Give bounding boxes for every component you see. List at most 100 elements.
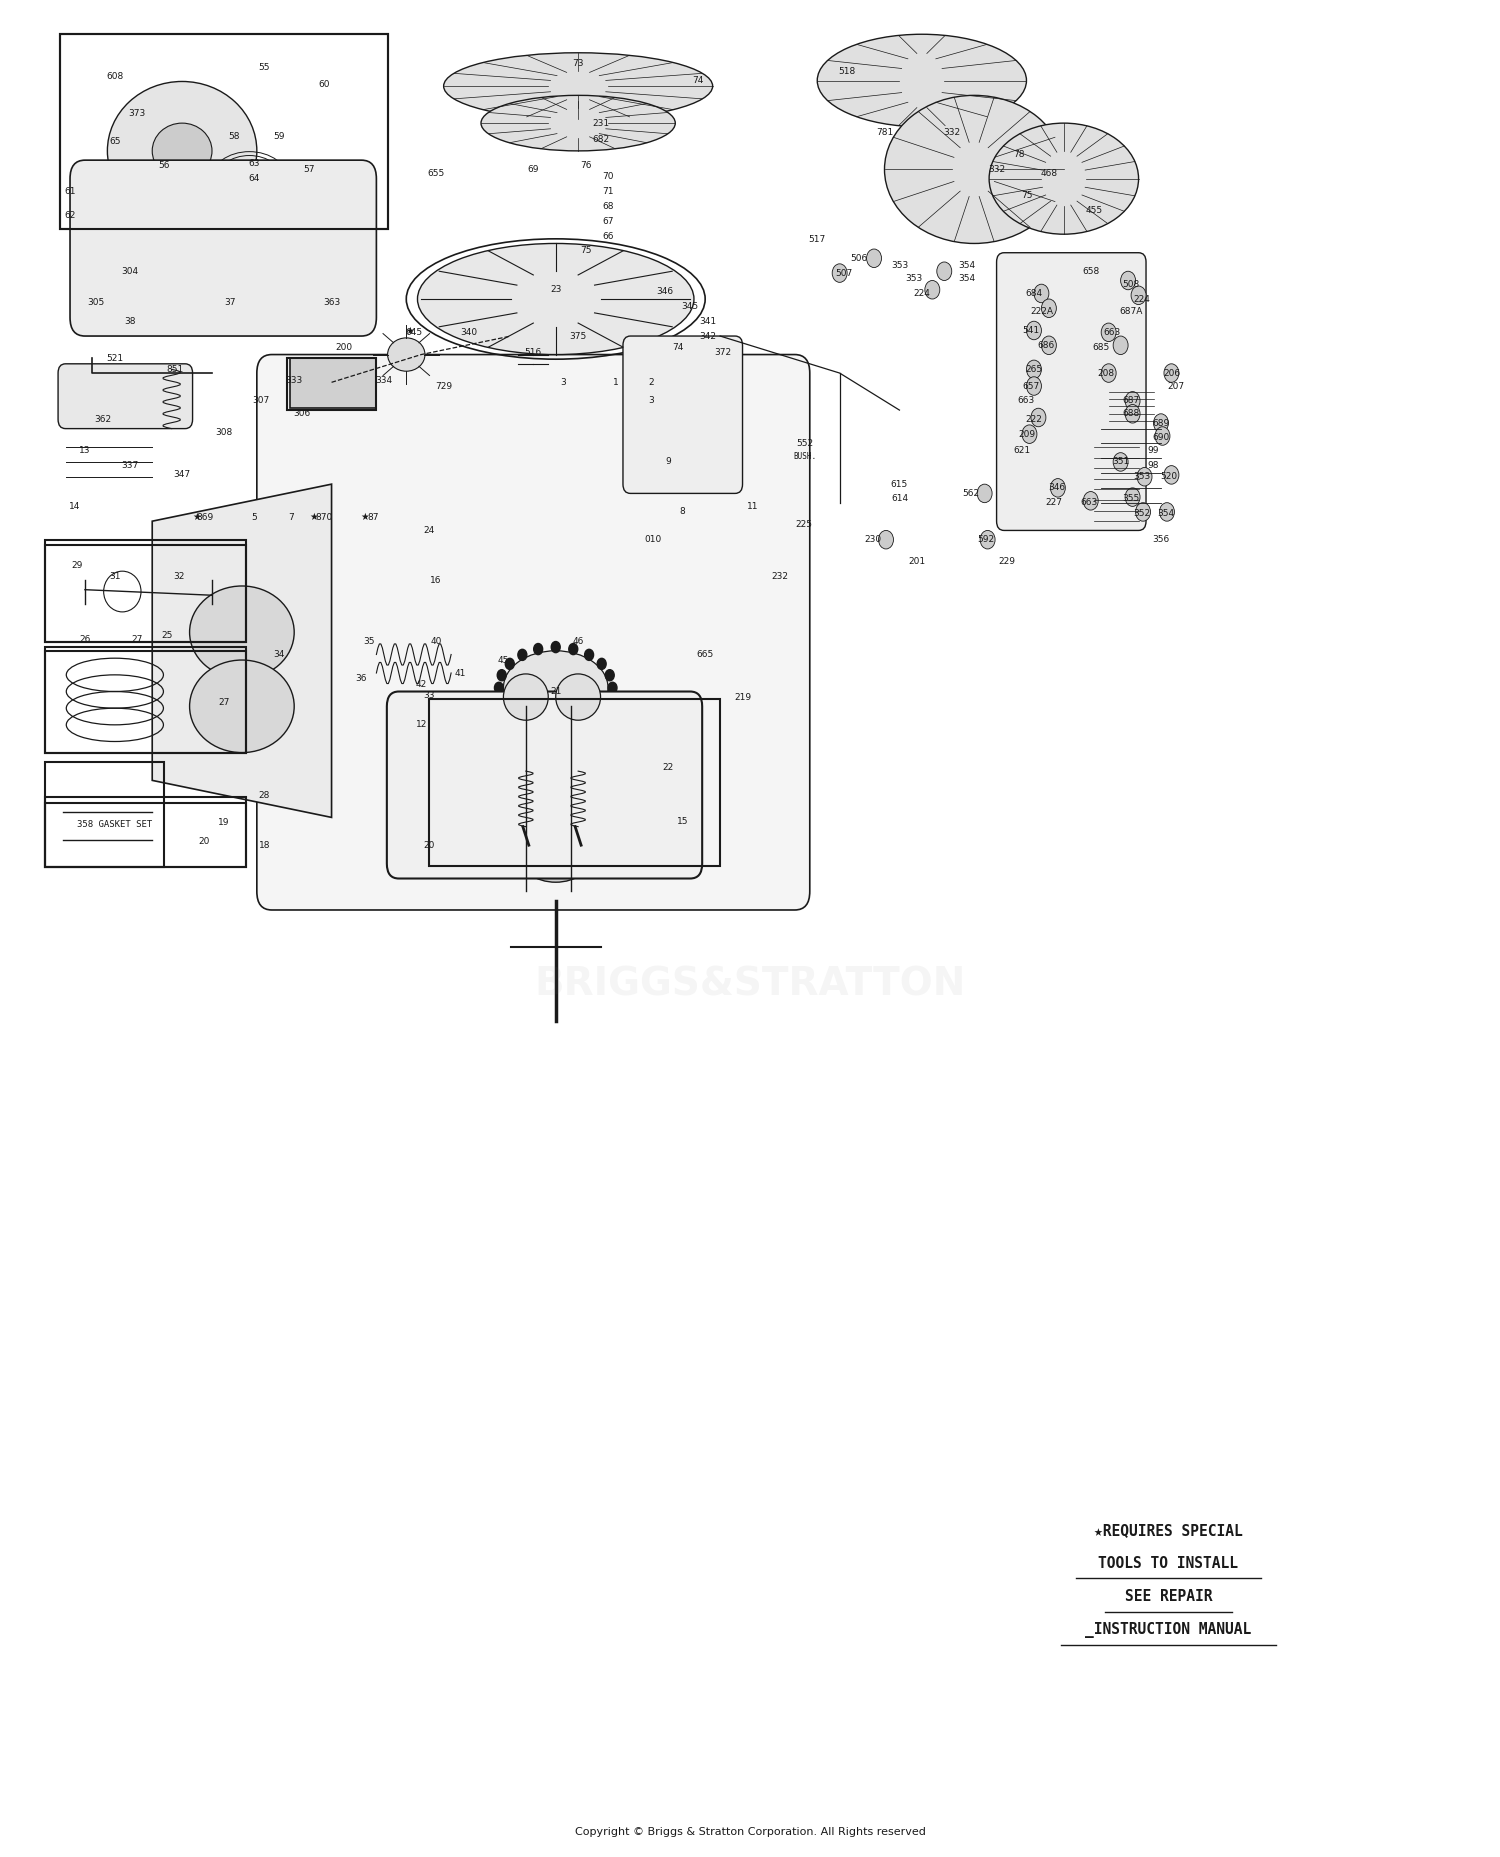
Text: 5: 5 <box>251 513 257 522</box>
Bar <box>60 33 388 228</box>
Circle shape <box>1026 377 1041 396</box>
Text: 518: 518 <box>839 67 856 76</box>
Text: SEE REPAIR: SEE REPAIR <box>1125 1590 1212 1604</box>
Text: 69: 69 <box>528 165 538 175</box>
Text: 658: 658 <box>1082 267 1100 275</box>
Text: 207: 207 <box>1167 381 1185 390</box>
Text: 62: 62 <box>64 212 75 221</box>
Text: 31: 31 <box>110 572 120 581</box>
Circle shape <box>506 706 515 717</box>
Text: 27: 27 <box>219 698 230 708</box>
Text: 64: 64 <box>248 175 259 184</box>
Text: 869: 869 <box>196 513 213 522</box>
Circle shape <box>1026 321 1041 340</box>
Ellipse shape <box>504 650 608 724</box>
Text: 516: 516 <box>525 349 542 357</box>
Text: 354: 354 <box>958 262 975 269</box>
Ellipse shape <box>885 95 1064 243</box>
Text: 363: 363 <box>322 299 340 306</box>
Text: 356: 356 <box>1152 535 1170 544</box>
Ellipse shape <box>189 587 294 678</box>
Text: 657: 657 <box>1023 381 1040 390</box>
Ellipse shape <box>519 826 593 882</box>
Circle shape <box>1136 503 1150 522</box>
Text: 25: 25 <box>162 631 172 641</box>
FancyBboxPatch shape <box>387 691 702 878</box>
Text: 66: 66 <box>603 232 613 241</box>
Ellipse shape <box>818 33 1026 126</box>
Text: _INSTRUCTION MANUAL: _INSTRUCTION MANUAL <box>1086 1623 1251 1638</box>
Circle shape <box>585 715 594 726</box>
Text: 12: 12 <box>416 721 428 730</box>
Bar <box>45 761 164 867</box>
Bar <box>45 797 246 867</box>
Circle shape <box>833 264 848 282</box>
Ellipse shape <box>504 674 549 721</box>
Text: 33: 33 <box>423 691 435 700</box>
Text: 29: 29 <box>72 561 82 570</box>
Circle shape <box>608 682 616 693</box>
Circle shape <box>604 695 613 706</box>
Text: 541: 541 <box>1023 327 1040 334</box>
Circle shape <box>879 531 894 550</box>
Text: 58: 58 <box>228 132 240 141</box>
Text: 468: 468 <box>1041 169 1058 178</box>
Text: 67: 67 <box>603 217 613 227</box>
Text: TOOLS TO INSTALL: TOOLS TO INSTALL <box>1098 1556 1239 1571</box>
Text: 87: 87 <box>368 513 380 522</box>
Ellipse shape <box>444 52 712 119</box>
Text: 517: 517 <box>808 236 826 245</box>
Circle shape <box>1154 414 1168 433</box>
Text: 2: 2 <box>648 377 654 386</box>
Bar <box>290 358 376 409</box>
Text: 75: 75 <box>1020 191 1032 201</box>
FancyBboxPatch shape <box>58 364 192 429</box>
FancyBboxPatch shape <box>622 336 742 494</box>
Circle shape <box>926 280 940 299</box>
Circle shape <box>1125 488 1140 507</box>
Polygon shape <box>152 485 332 817</box>
Circle shape <box>597 659 606 669</box>
Text: 353: 353 <box>906 275 922 282</box>
Bar <box>60 33 388 228</box>
Text: ★: ★ <box>405 327 414 336</box>
Text: 304: 304 <box>122 267 138 275</box>
Text: 353: 353 <box>1132 472 1150 481</box>
Circle shape <box>938 262 951 280</box>
Text: 663: 663 <box>1080 498 1098 507</box>
Text: 24: 24 <box>423 526 435 535</box>
Text: 219: 219 <box>734 693 752 702</box>
Text: 010: 010 <box>644 535 662 544</box>
Text: 508: 508 <box>1122 280 1140 288</box>
Text: 201: 201 <box>909 557 926 566</box>
Text: 229: 229 <box>999 557 1016 566</box>
Text: 506: 506 <box>850 254 867 264</box>
Circle shape <box>518 650 526 661</box>
Text: 13: 13 <box>80 446 90 455</box>
Text: 655: 655 <box>427 169 445 178</box>
Text: 71: 71 <box>603 188 613 197</box>
Text: 562: 562 <box>963 488 980 498</box>
Circle shape <box>867 249 882 267</box>
Ellipse shape <box>988 123 1138 234</box>
Text: 265: 265 <box>1026 364 1042 373</box>
Text: 362: 362 <box>94 414 111 423</box>
Text: 225: 225 <box>795 520 813 529</box>
Text: 20: 20 <box>423 841 435 851</box>
Text: 354: 354 <box>958 275 975 282</box>
Text: 222: 222 <box>1026 414 1042 423</box>
Circle shape <box>568 644 578 656</box>
Text: 11: 11 <box>747 501 759 511</box>
Text: 521: 521 <box>106 353 123 362</box>
Circle shape <box>597 706 606 717</box>
FancyBboxPatch shape <box>70 160 376 336</box>
Text: 41: 41 <box>454 669 466 678</box>
Text: 222A: 222A <box>1030 308 1053 316</box>
Bar <box>45 646 246 752</box>
Text: 689: 689 <box>1152 418 1170 427</box>
Circle shape <box>1034 284 1048 303</box>
Text: 353: 353 <box>891 262 908 269</box>
Circle shape <box>980 531 994 550</box>
Text: 373: 373 <box>129 110 146 119</box>
Text: 615: 615 <box>891 479 908 488</box>
